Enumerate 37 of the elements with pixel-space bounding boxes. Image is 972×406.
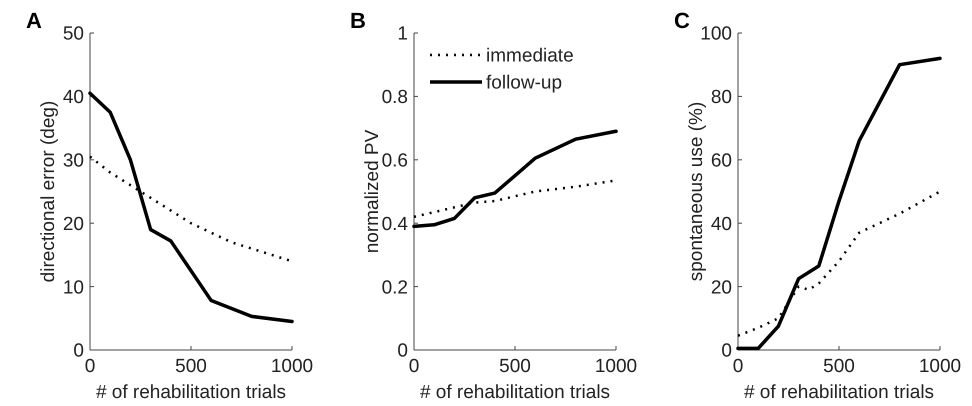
legend-label: immediate [486,46,574,67]
y-tick-label: 10 [62,277,84,298]
x-tick-label: 1000 [270,356,314,377]
y-tick-label: 30 [62,150,84,172]
chart-title: C [674,8,690,33]
x-axis-title: # of rehabilitation trials [420,382,610,403]
y-tick-label: 40 [62,87,84,108]
chart-title: A [26,8,42,33]
line-series [412,130,618,228]
y-tick-label: 20 [62,214,84,235]
y-tick-label: 40 [710,214,732,235]
x-axis-title: # of rehabilitation trials [744,382,934,403]
x-tick-label: 1000 [594,356,638,377]
y-tick-label: 100 [700,24,732,45]
y-tick-label: 0.2 [382,277,408,298]
y-tick-label: 20 [710,277,732,298]
y-tick-label: 50 [62,24,84,45]
y-tick-label: 0.8 [382,87,408,108]
y-axis-title: directional error (deg) [38,100,59,282]
y-tick-label: 1 [397,24,408,45]
x-tick-label: 500 [823,356,855,377]
y-axis-title: normalized PV [362,129,383,254]
y-tick-label: 0.4 [382,214,408,235]
x-axis-title: # of rehabilitation trials [96,382,286,403]
y-tick-label: 0 [73,340,84,362]
chart-title: B [350,8,366,33]
y-tick-label: 80 [710,87,732,108]
y-tick-label: 0.6 [382,150,408,172]
y-tick-label: 60 [710,150,732,172]
y-tick-label: 0 [397,340,408,362]
x-tick-label: 500 [499,356,531,377]
y-axis-title: spontaneous use (%) [686,102,707,282]
legend-label: follow-up [486,72,562,94]
x-tick-label: 1000 [918,356,962,377]
line-series [88,91,294,324]
x-tick-label: 500 [175,356,207,377]
y-tick-label: 0 [721,340,732,362]
